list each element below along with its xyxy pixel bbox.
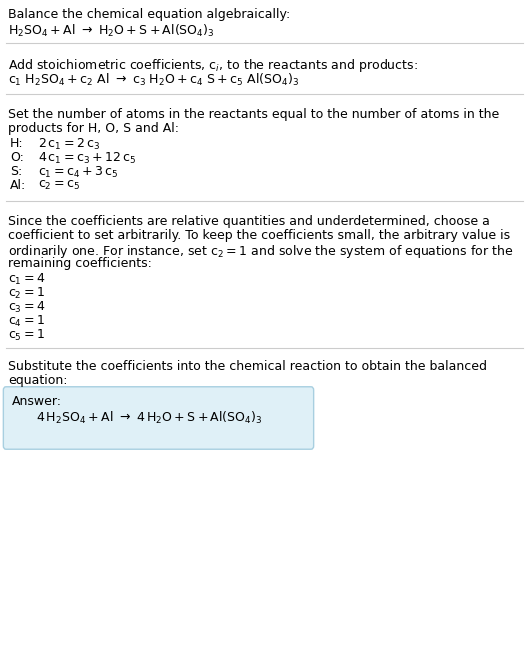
Text: $\mathrm{2\,c_1 = 2\,c_3}$: $\mathrm{2\,c_1 = 2\,c_3}$ [38,137,100,152]
Text: Since the coefficients are relative quantities and underdetermined, choose a: Since the coefficients are relative quan… [8,215,490,228]
Text: S:: S: [10,165,22,178]
Text: products for H, O, S and Al:: products for H, O, S and Al: [8,122,179,135]
Text: Substitute the coefficients into the chemical reaction to obtain the balanced: Substitute the coefficients into the che… [8,360,487,373]
Text: $\mathrm{4\,H_2SO_4 + Al \ \rightarrow \ 4\,H_2O + S + Al(SO_4)_3}$: $\mathrm{4\,H_2SO_4 + Al \ \rightarrow \… [36,410,262,426]
Text: Balance the chemical equation algebraically:: Balance the chemical equation algebraica… [8,8,290,21]
Text: Al:: Al: [10,179,26,192]
Text: Set the number of atoms in the reactants equal to the number of atoms in the: Set the number of atoms in the reactants… [8,108,499,121]
Text: $\mathrm{c_5 = 1}$: $\mathrm{c_5 = 1}$ [8,328,45,343]
Text: equation:: equation: [8,374,68,387]
Text: $\mathrm{c_4 = 1}$: $\mathrm{c_4 = 1}$ [8,314,45,329]
FancyBboxPatch shape [3,387,314,449]
Text: $\mathrm{c_1 = c_4 + 3\,c_5}$: $\mathrm{c_1 = c_4 + 3\,c_5}$ [38,165,118,180]
Text: remaining coefficients:: remaining coefficients: [8,257,152,270]
Text: $\mathrm{4\,c_1 = c_3 + 12\,c_5}$: $\mathrm{4\,c_1 = c_3 + 12\,c_5}$ [38,151,136,166]
Text: $\mathrm{c_2 = c_5}$: $\mathrm{c_2 = c_5}$ [38,179,80,192]
Text: $\mathrm{c_3 = 4}$: $\mathrm{c_3 = 4}$ [8,300,45,315]
Text: Answer:: Answer: [12,395,62,408]
Text: $\mathrm{c_1 = 4}$: $\mathrm{c_1 = 4}$ [8,272,45,287]
Text: ordinarily one. For instance, set $\mathrm{c_2 = 1}$ and solve the system of equ: ordinarily one. For instance, set $\math… [8,243,513,260]
Text: $\mathrm{c_1\ H_2SO_4 + c_2\ Al \ \rightarrow \ c_3\ H_2O + c_4\ S + c_5\ Al(SO_: $\mathrm{c_1\ H_2SO_4 + c_2\ Al \ \right… [8,72,299,88]
Text: Add stoichiometric coefficients, $\mathrm{c_{\mathit{i}}}$, to the reactants and: Add stoichiometric coefficients, $\mathr… [8,57,418,74]
Text: coefficient to set arbitrarily. To keep the coefficients small, the arbitrary va: coefficient to set arbitrarily. To keep … [8,229,510,242]
Text: $\mathrm{H_2SO_4 + Al \ \rightarrow \ H_2O + S + Al(SO_4)_3}$: $\mathrm{H_2SO_4 + Al \ \rightarrow \ H_… [8,23,215,39]
Text: H:: H: [10,137,24,150]
Text: O:: O: [10,151,24,164]
Text: $\mathrm{c_2 = 1}$: $\mathrm{c_2 = 1}$ [8,286,45,301]
